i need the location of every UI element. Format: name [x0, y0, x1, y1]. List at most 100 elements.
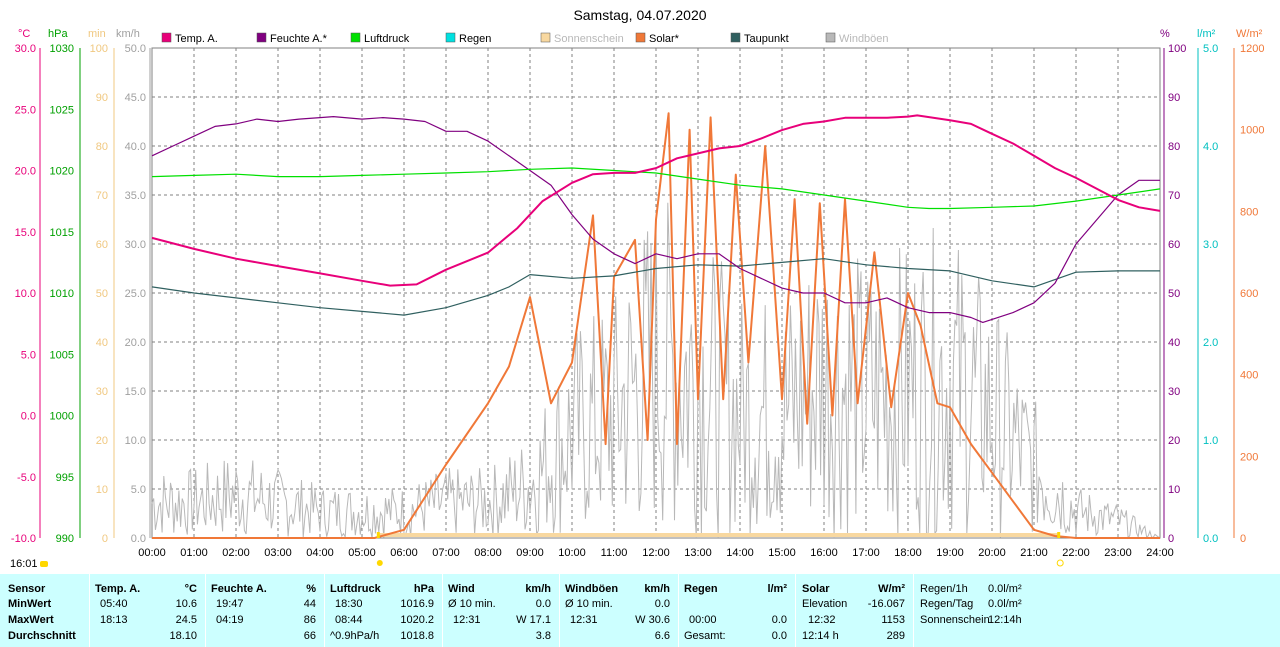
stats-gust-avg-val: 6.6 — [654, 630, 670, 642]
stats-press-min-val: 1016.9 — [400, 598, 434, 610]
pct-axis-tick: 90 — [1168, 92, 1180, 104]
kmh-axis-tick: 10.0 — [125, 435, 146, 447]
x-axis-tick: 17:00 — [852, 547, 880, 559]
min-axis-tick: 20 — [96, 435, 108, 447]
series-feuchte-a-line — [151, 116, 1160, 323]
stats-row-max: MaxWert — [8, 614, 54, 626]
stats-hum-unit: % — [306, 583, 316, 595]
legend-label: Sonnenschein — [554, 33, 624, 45]
pct-axis-tick: 20 — [1168, 435, 1180, 447]
stats-rain-max-time: 00:00 — [689, 614, 717, 626]
unit-label-hpa: hPa — [48, 28, 68, 40]
legend-label: Feuchte A.* — [270, 33, 328, 45]
kmh-axis-tick: 5.0 — [131, 484, 146, 496]
min-axis-tick: 80 — [96, 141, 108, 153]
sunset-icon — [1056, 559, 1064, 567]
legend-swatch — [540, 32, 551, 43]
weather-chart: Samstag, 04.07.2020 Temp. A. Feuchte A.* L… — [10, 7, 1265, 570]
stats-col-rain: Regen l/m² 00:00 0.0 Gesamt: 0.0 — [679, 574, 795, 647]
stats-hum-max-time: 04:19 — [216, 614, 244, 626]
temp-axis-tick: 30.0 — [15, 43, 36, 55]
temp-axis-tick: 10.0 — [15, 288, 36, 300]
stats-press-max-time: 08:44 — [335, 614, 363, 626]
stats-separator — [795, 574, 796, 647]
stats-wind-header: Wind — [448, 583, 475, 595]
kmh-axis-tick: 35.0 — [125, 190, 146, 202]
chart-series — [151, 112, 1161, 567]
pct-axis-tick: 50 — [1168, 288, 1180, 300]
x-axis-tick: 08:00 — [474, 547, 502, 559]
stats-solar-avg-val: 289 — [886, 630, 905, 642]
hpa-axis-tick: 1000 — [50, 411, 74, 423]
rain-axis-tick: 1.0 — [1203, 435, 1218, 447]
min-axis-tick: 90 — [96, 92, 108, 104]
x-axis-tick: 11:00 — [601, 547, 628, 559]
hpa-axis-tick: 1005 — [50, 349, 74, 361]
stats-temp-max-time: 18:13 — [100, 614, 128, 626]
min-axis-tick: 30 — [96, 386, 108, 398]
sunset-marker — [1057, 532, 1061, 538]
stats-solar-header: Solar — [802, 583, 830, 595]
hpa-axis-tick: 1015 — [50, 227, 74, 239]
x-axis-tick: 20:00 — [978, 547, 1006, 559]
stats-rain-total-val: 0.0 — [771, 630, 787, 642]
x-axis-tick: 09:00 — [516, 547, 544, 559]
temp-axis-tick: -5.0 — [17, 472, 36, 484]
x-axis-tick: 07:00 — [432, 547, 460, 559]
x-axis-tick: 14:00 — [726, 547, 754, 559]
series-temp-a-line — [151, 114, 1161, 287]
legend-label: Luftdruck — [364, 33, 410, 45]
pct-axis-tick: 100 — [1168, 43, 1186, 55]
series-solar-line — [152, 112, 1160, 539]
stats-press-min-time: 18:30 — [335, 598, 363, 610]
stats-solar-max-val: 1153 — [881, 614, 905, 626]
x-axis-tick: 22:00 — [1062, 547, 1090, 559]
x-axis-tick: 00:00 — [138, 547, 166, 559]
stats-separator — [89, 574, 90, 647]
stats-separator — [678, 574, 679, 647]
stats-gust-min-label: Ø 10 min. — [565, 598, 613, 610]
x-axis-tick: 05:00 — [348, 547, 376, 559]
kmh-axis-tick: 45.0 — [125, 92, 146, 104]
pct-axis-tick: 0 — [1168, 533, 1174, 545]
time-marker-label: 16:01 — [10, 558, 38, 570]
hpa-axis-tick: 1025 — [50, 104, 74, 116]
pct-axis-tick: 40 — [1168, 337, 1180, 349]
stats-col-press: Luftdruck hPa 18:30 1016.9 08:44 1020.2 … — [325, 574, 442, 647]
axis-unit-labels: °C hPa min km/h% l/m² W/m² — [18, 28, 1263, 40]
stats-press-unit: hPa — [413, 583, 434, 595]
min-axis-tick: 100 — [90, 43, 108, 55]
pct-axis-tick: 80 — [1168, 141, 1180, 153]
legend-label: Taupunkt — [744, 33, 789, 45]
sunrise-marker — [376, 532, 380, 538]
stats-row-min: MinWert — [8, 598, 52, 610]
kmh-axis-tick: 15.0 — [125, 386, 146, 398]
kmh-axis-tick: 30.0 — [125, 239, 146, 251]
stats-press-max-val: 1020.2 — [400, 614, 434, 626]
stats-temp-max-val: 24.5 — [175, 614, 197, 626]
x-axis-tick: 16:00 — [810, 547, 838, 559]
legend-label: Regen — [459, 33, 491, 45]
stats-col-extra: Regen/1h 0.0l/m² Regen/Tag 0.0l/m² Sonne… — [914, 574, 1280, 647]
stats-gust-header: Windböen — [565, 583, 619, 595]
legend-swatch — [161, 32, 172, 43]
wm2-axis-tick: 0 — [1240, 533, 1246, 545]
legend-label: Temp. A. — [175, 33, 218, 45]
stats-gust-max-val: W 30.6 — [635, 614, 670, 626]
wm2-axis-tick: 200 — [1240, 451, 1258, 463]
stats-rain-unit: l/m² — [767, 583, 787, 595]
pct-axis-tick: 30 — [1168, 386, 1180, 398]
series-luftdruckline — [151, 167, 1161, 210]
stats-sensor-header: Sensor — [8, 583, 46, 595]
stats-hum-avg-val: 66 — [303, 630, 316, 642]
x-axis-tick: 03:00 — [264, 547, 292, 559]
stats-rain-day-label: Regen/Tag — [920, 598, 974, 610]
temp-axis-tick: 25.0 — [15, 104, 36, 116]
min-axis-tick: 70 — [96, 190, 108, 202]
stats-rain-total-label: Gesamt: — [684, 630, 726, 642]
stats-temp-min-time: 05:40 — [100, 598, 128, 610]
stats-temp-unit: °C — [184, 583, 197, 595]
legend-swatch — [825, 32, 836, 43]
min-axis-tick: 50 — [96, 288, 108, 300]
stats-sun-label: Sonnenschein — [920, 614, 990, 626]
